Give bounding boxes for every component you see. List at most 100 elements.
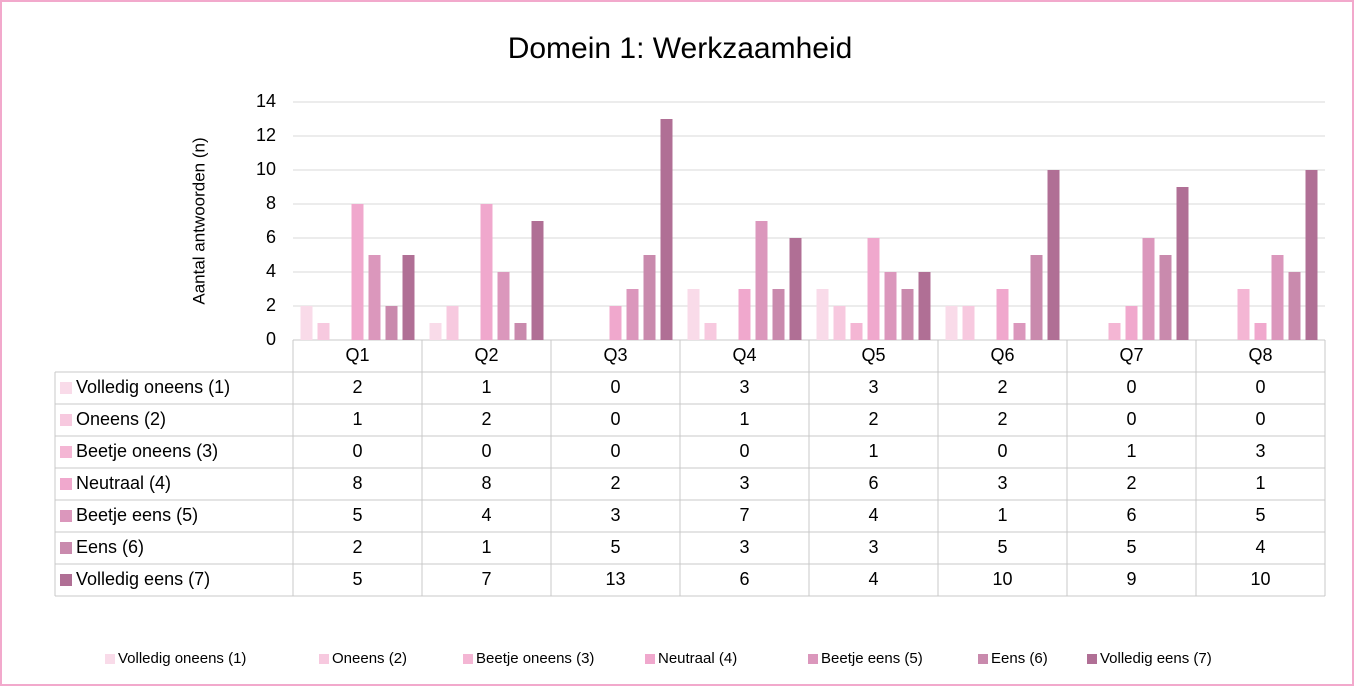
bar [1237, 289, 1250, 340]
legend-label: Beetje oneens (3) [476, 650, 594, 667]
bar [643, 255, 656, 340]
table-cell: 1 [352, 409, 362, 429]
table-cell: 2 [352, 537, 362, 557]
bar [368, 255, 381, 340]
table-cell: 0 [1126, 409, 1136, 429]
table-cell: 10 [1250, 569, 1270, 589]
table-cell: 2 [1126, 473, 1136, 493]
table-row-label: Volledig eens (7) [76, 569, 210, 589]
bar [1142, 238, 1155, 340]
bar [996, 289, 1009, 340]
legend-label: Volledig eens (7) [1100, 650, 1212, 667]
legend-label: Beetje eens (5) [821, 650, 923, 667]
bar [704, 323, 717, 340]
legend-label: Eens (6) [991, 650, 1048, 667]
bar [772, 289, 785, 340]
bar [1254, 323, 1267, 340]
x-tick-label: Q1 [345, 345, 369, 365]
bar [1176, 187, 1189, 340]
table-cell: 2 [352, 377, 362, 397]
table-legend-key [60, 542, 72, 554]
table-cell: 4 [481, 505, 491, 525]
table-cell: 0 [610, 409, 620, 429]
bar [918, 272, 931, 340]
bar [446, 306, 459, 340]
bar [884, 272, 897, 340]
bar [609, 306, 622, 340]
bar [1047, 170, 1060, 340]
table-cell: 0 [997, 441, 1007, 461]
y-tick-label: 12 [256, 125, 276, 145]
bar [850, 323, 863, 340]
bar [1288, 272, 1301, 340]
table-cell: 2 [997, 377, 1007, 397]
table-cell: 2 [997, 409, 1007, 429]
table-legend-key [60, 510, 72, 522]
table-cell: 9 [1126, 569, 1136, 589]
bar [1305, 170, 1318, 340]
bar [626, 289, 639, 340]
table-row-label: Neutraal (4) [76, 473, 171, 493]
table-cell: 3 [739, 537, 749, 557]
table-cell: 3 [739, 377, 749, 397]
bar [867, 238, 880, 340]
table-cell: 1 [997, 505, 1007, 525]
bar [351, 204, 364, 340]
bar [660, 119, 673, 340]
table-row-label: Beetje oneens (3) [76, 441, 218, 461]
table-cell: 1 [739, 409, 749, 429]
y-tick-label: 6 [266, 227, 276, 247]
y-tick-label: 8 [266, 193, 276, 213]
bar [497, 272, 510, 340]
table-cell: 4 [868, 505, 878, 525]
table-legend-key [60, 382, 72, 394]
legend-key [105, 654, 115, 664]
legend-label: Volledig oneens (1) [118, 650, 246, 667]
bar [300, 306, 313, 340]
bar [1108, 323, 1121, 340]
table-cell: 0 [481, 441, 491, 461]
table-cell: 3 [1255, 441, 1265, 461]
table-cell: 1 [481, 377, 491, 397]
bar [833, 306, 846, 340]
bar [402, 255, 415, 340]
bar [901, 289, 914, 340]
bar [429, 323, 442, 340]
legend-key [808, 654, 818, 664]
bar [385, 306, 398, 340]
bar [514, 323, 527, 340]
table-cell: 0 [610, 441, 620, 461]
table-cell: 5 [997, 537, 1007, 557]
bar [317, 323, 330, 340]
legend-label: Neutraal (4) [658, 650, 737, 667]
legend-label: Oneens (2) [332, 650, 407, 667]
table-legend-key [60, 574, 72, 586]
x-tick-label: Q2 [474, 345, 498, 365]
x-tick-label: Q7 [1119, 345, 1143, 365]
bar [1271, 255, 1284, 340]
table-cell: 1 [1126, 441, 1136, 461]
y-axis-label: Aantal antwoorden (n) [189, 137, 208, 304]
table-row-label: Eens (6) [76, 537, 144, 557]
table-cell: 0 [1255, 377, 1265, 397]
bar [1013, 323, 1026, 340]
table-row-label: Oneens (2) [76, 409, 166, 429]
table-cell: 2 [481, 409, 491, 429]
table-cell: 3 [739, 473, 749, 493]
table-row-label: Volledig oneens (1) [76, 377, 230, 397]
table-cell: 7 [481, 569, 491, 589]
legend-key [645, 654, 655, 664]
legend-key [463, 654, 473, 664]
bar [755, 221, 768, 340]
table-cell: 1 [481, 537, 491, 557]
legend-key [978, 654, 988, 664]
y-tick-label: 2 [266, 295, 276, 315]
table-cell: 6 [1126, 505, 1136, 525]
table-cell: 2 [610, 473, 620, 493]
table-cell: 0 [1126, 377, 1136, 397]
legend-key [1087, 654, 1097, 664]
table-cell: 7 [739, 505, 749, 525]
table-cell: 5 [1126, 537, 1136, 557]
x-tick-label: Q3 [603, 345, 627, 365]
